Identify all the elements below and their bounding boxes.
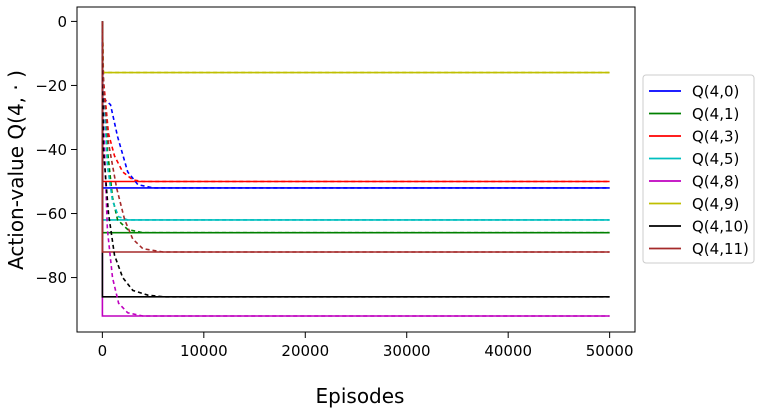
x-tick-label: 20000 xyxy=(281,342,329,360)
legend-label-q-4-11: Q(4,11) xyxy=(692,240,749,258)
x-tick-label: 40000 xyxy=(484,342,532,360)
legend-frame xyxy=(642,74,755,264)
x-tick-label: 10000 xyxy=(180,342,228,360)
plot-area-frame xyxy=(76,6,636,333)
series-dashed-q-4-9 xyxy=(101,21,610,74)
legend-label-q-4-1: Q(4,1) xyxy=(692,105,739,123)
x-tick-label: 50000 xyxy=(586,342,634,360)
series-dashed-q-4-10 xyxy=(101,21,610,298)
series-dashed-q-4-5 xyxy=(101,21,610,221)
series-line-q-4-0 xyxy=(101,21,610,189)
series-dashed-q-4-0 xyxy=(101,21,610,189)
series-line-q-4-8 xyxy=(101,21,610,317)
legend-label-q-4-10: Q(4,10) xyxy=(692,218,749,236)
series-dashed-q-4-3 xyxy=(101,21,610,183)
series-dashed-q-4-11 xyxy=(101,21,610,253)
y-tick-label: −60 xyxy=(35,205,67,223)
x-axis-label: Episodes xyxy=(316,384,405,408)
legend-label-q-4-3: Q(4,3) xyxy=(692,128,739,146)
series-line-q-4-5 xyxy=(101,21,610,221)
legend-label-q-4-9: Q(4,9) xyxy=(692,195,739,213)
series-dashed-q-4-8 xyxy=(101,21,610,317)
series-line-q-4-9 xyxy=(101,21,610,74)
legend-label-q-4-5: Q(4,5) xyxy=(692,150,739,168)
legend: Q(4,0) Q(4,1) Q(4,3) Q(4,5) Q(4,8) Q(4,9) Q(4,… xyxy=(642,74,755,264)
x-tick-label: 30000 xyxy=(383,342,431,360)
series-line-q-4-1 xyxy=(101,21,610,234)
y-tick-label: −20 xyxy=(35,77,67,95)
y-tick-label: 0 xyxy=(57,13,67,31)
x-axis-ticks: 0 10000 20000 30000 40000 50000 xyxy=(98,332,634,360)
series-line-q-4-3 xyxy=(101,21,610,183)
series-line-q-4-11 xyxy=(101,21,610,253)
y-axis-label: Action-value Q(4, · ) xyxy=(4,70,28,270)
series-layer xyxy=(101,21,610,317)
x-tick-label: 0 xyxy=(98,342,108,360)
legend-label-q-4-8: Q(4,8) xyxy=(692,173,739,191)
series-line-q-4-10 xyxy=(101,21,610,298)
legend-label-q-4-0: Q(4,0) xyxy=(692,83,739,101)
series-dashed-q-4-1 xyxy=(101,21,610,234)
y-tick-label: −40 xyxy=(35,141,67,159)
y-tick-label: −80 xyxy=(35,269,67,287)
y-axis-ticks: 0 −20 −40 −60 −80 xyxy=(35,13,77,287)
